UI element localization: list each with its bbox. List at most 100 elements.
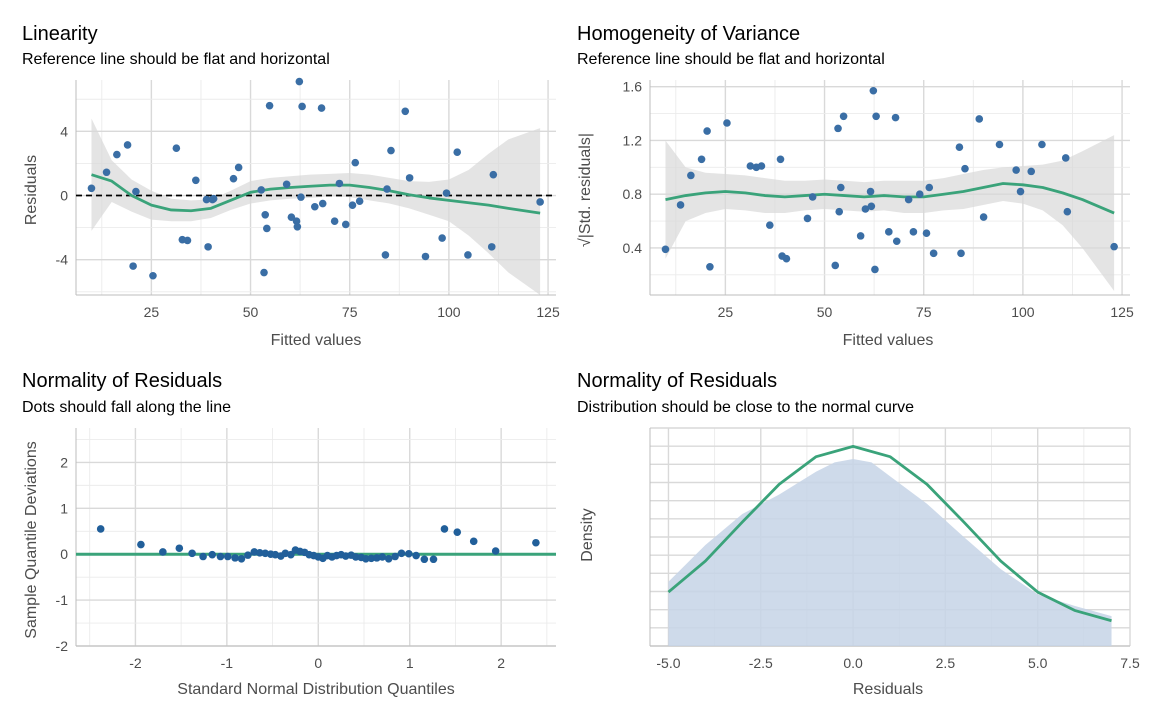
x-axis-label: Standard Normal Distribution Quantiles (177, 681, 454, 698)
data-point (87, 184, 96, 193)
data-point (831, 261, 840, 270)
data-point (757, 162, 766, 170)
y-tick-label: -4 (56, 252, 69, 268)
data-point (287, 213, 296, 221)
panel-normality-qq: Normality of Residuals Dots should fall … (22, 370, 556, 698)
data-point (263, 224, 271, 233)
data-point (922, 229, 931, 237)
data-point (229, 174, 238, 183)
data-point (172, 144, 181, 152)
data-point (292, 217, 301, 225)
data-point (1016, 187, 1025, 196)
data-point (216, 552, 225, 561)
data-point (1063, 207, 1072, 216)
density-area (668, 458, 1112, 646)
data-point (957, 249, 965, 258)
y-axis-label: √|Std. residuals| (577, 133, 594, 247)
data-point (915, 190, 924, 199)
panel-homogeneity: Homogeneity of Variance Reference line s… (577, 23, 1134, 349)
data-point (438, 234, 446, 242)
axis-ticks: -2 -1 0 1 2 -2 -1 0 1 2 (56, 454, 506, 671)
data-point (405, 549, 413, 558)
data-point (381, 251, 390, 259)
data-point (892, 237, 901, 246)
data-point (1027, 167, 1036, 176)
data-point (311, 202, 319, 211)
data-point (703, 127, 711, 135)
data-point (782, 254, 791, 263)
data-points (96, 525, 540, 564)
data-point (861, 205, 870, 213)
data-point (362, 555, 370, 563)
data-point (925, 183, 934, 192)
data-point (834, 124, 842, 133)
y-tick-label: -1 (56, 592, 69, 608)
x-tick-label: -2 (129, 655, 142, 671)
data-points (661, 86, 1118, 274)
y-axis-label: Density (579, 508, 596, 561)
x-tick-label: 5.0 (1028, 655, 1048, 671)
y-tick-label: 1.6 (623, 79, 643, 95)
data-point (188, 549, 196, 558)
x-tick-label: 125 (1110, 304, 1134, 320)
data-point (237, 555, 246, 563)
ci-band (665, 135, 1115, 291)
data-point (265, 101, 274, 110)
data-point (856, 232, 865, 240)
data-point (387, 146, 395, 155)
data-point (123, 141, 132, 149)
data-point (330, 217, 339, 225)
data-point (255, 549, 264, 557)
x-tick-label: 100 (437, 304, 461, 320)
x-axis-label: Fitted values (843, 332, 934, 349)
y-tick-label: 0 (60, 188, 68, 204)
panel-title: Normality of Residuals (22, 370, 222, 392)
data-point (113, 150, 121, 159)
smooth-line (665, 182, 1115, 215)
data-point (676, 201, 685, 209)
data-point (351, 158, 360, 167)
x-tick-label: 50 (817, 304, 833, 320)
x-tick-label: 1 (406, 655, 414, 671)
density-area (668, 458, 1112, 646)
panel-subtitle: Dots should fall along the line (22, 399, 231, 416)
x-tick-label: 2.5 (936, 655, 956, 671)
data-point (102, 168, 111, 177)
grid (649, 80, 1130, 296)
data-point (872, 112, 880, 121)
data-point (421, 252, 430, 261)
x-tick-label: 75 (342, 304, 358, 320)
y-tick-label: 0.4 (623, 240, 643, 256)
data-point (979, 213, 988, 221)
data-point (199, 552, 207, 561)
data-point (1038, 140, 1046, 149)
axis-ticks: 25 50 75 100 125 -4 0 4 (56, 123, 560, 320)
data-point (378, 553, 387, 561)
data-point (341, 220, 350, 229)
data-point (1110, 242, 1118, 251)
data-point (429, 555, 438, 564)
data-point (453, 528, 462, 536)
data-point (885, 228, 893, 236)
y-tick-label: 2 (60, 454, 68, 470)
normal-curve (667, 444, 1112, 623)
data-point (234, 163, 243, 172)
y-tick-label: 4 (60, 123, 68, 139)
data-point (929, 249, 938, 258)
data-point (871, 265, 879, 274)
x-tick-label: 2 (497, 655, 505, 671)
x-tick-label: 0 (314, 655, 322, 671)
data-point (835, 207, 844, 216)
data-point (260, 268, 268, 277)
data-point (723, 119, 731, 127)
x-tick-label: -5.0 (656, 655, 680, 671)
x-tick-label: 50 (243, 304, 259, 320)
panel-subtitle: Reference line should be flat and horizo… (577, 51, 885, 68)
confidence-band (91, 118, 541, 295)
data-point (1061, 154, 1070, 162)
data-point (192, 176, 200, 185)
x-tick-label: 125 (536, 304, 560, 320)
panel-subtitle: Reference line should be flat and horizo… (22, 51, 330, 68)
smooth-line (665, 182, 1115, 215)
data-point (661, 245, 670, 254)
